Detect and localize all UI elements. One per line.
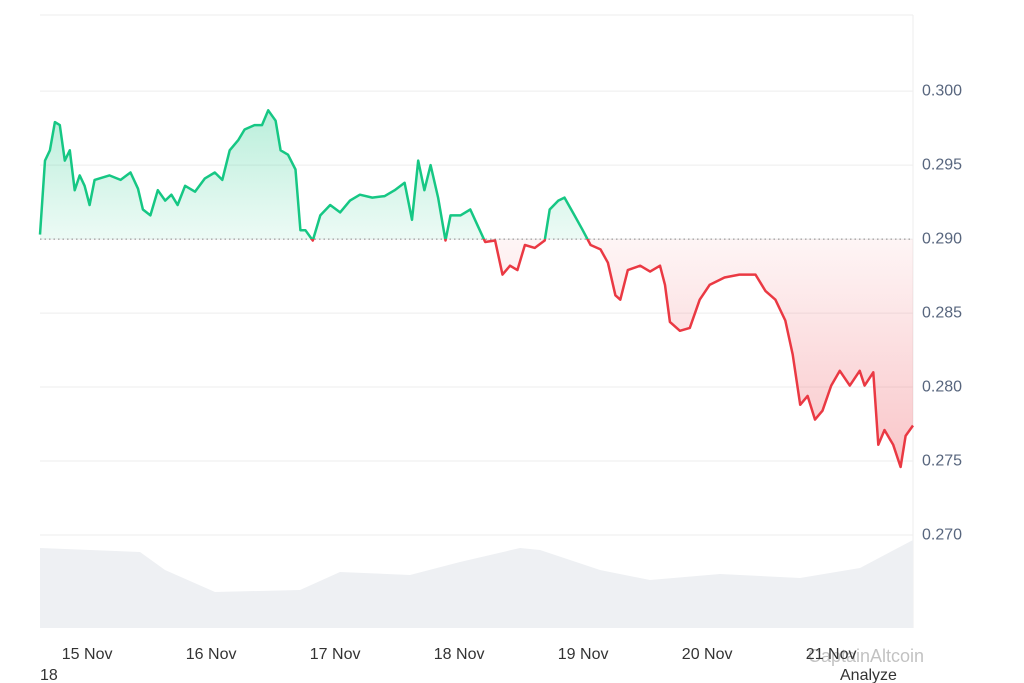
volume-area [40, 540, 913, 628]
x-tick-label: 16 Nov [186, 646, 237, 663]
y-tick-label: 0.270 [922, 526, 962, 543]
y-tick-label: 0.280 [922, 378, 962, 395]
y-tick-label: 0.300 [922, 82, 962, 99]
y-tick-label: 0.285 [922, 304, 962, 321]
x-tick-label: 20 Nov [682, 646, 733, 663]
area [40, 110, 913, 468]
x-tick-label: 19 Nov [558, 646, 609, 663]
x-tick-label: 21 Nov [806, 646, 857, 663]
annotation: 18 [40, 667, 58, 683]
x-tick-label: 18 Nov [434, 646, 485, 663]
plot [38, 109, 915, 469]
x-tick-label: 17 Nov [310, 646, 361, 663]
annotation: Analyze [840, 667, 897, 683]
x-tick-label: 15 Nov [62, 646, 113, 663]
y-tick-label: 0.290 [922, 230, 962, 247]
watermark: CaptainAltcoin [808, 646, 924, 666]
y-tick-label: 0.275 [922, 452, 962, 469]
y-tick-label: 0.295 [922, 156, 962, 173]
price-line [38, 109, 915, 469]
